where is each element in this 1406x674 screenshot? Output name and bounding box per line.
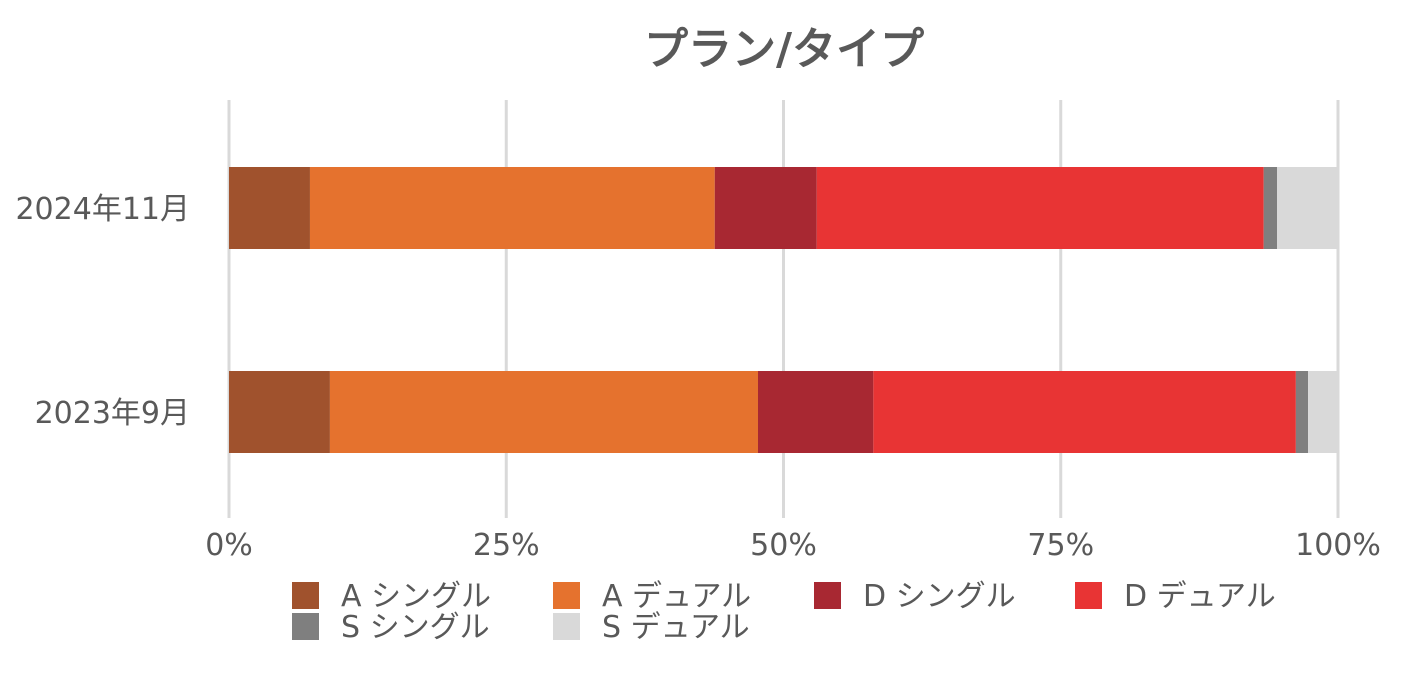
bar-segment — [1295, 371, 1309, 453]
legend-label: A シングル — [341, 579, 491, 614]
legend-swatch — [292, 613, 319, 640]
category-labels: 2024年11月 2023年9月 — [15, 192, 190, 431]
x-tick-label: 50% — [750, 528, 817, 563]
category-label: 2023年9月 — [35, 396, 190, 431]
x-tick-labels: 0% 25% 50% 75% 100% — [205, 528, 1381, 563]
bar-segment — [873, 371, 1296, 453]
bar-segment — [1277, 167, 1338, 249]
legend-swatch — [292, 582, 319, 609]
bar-segment — [816, 167, 1264, 249]
legend-label: S デュアル — [602, 610, 750, 645]
bar-segment — [757, 371, 874, 453]
bar-segment — [229, 371, 330, 453]
chart-title: プラン/タイプ — [644, 24, 924, 75]
legend-label: D デュアル — [1124, 579, 1276, 614]
bar-segment — [229, 167, 310, 249]
x-tick-label: 75% — [1027, 528, 1094, 563]
bar-segment — [329, 371, 758, 453]
legend-swatch — [553, 613, 580, 640]
bar-segment — [1263, 167, 1278, 249]
gridlines — [227, 100, 1340, 518]
legend-label: A デュアル — [602, 579, 751, 614]
legend: A シングル A デュアル D シングル D デュアル S シングル S デュアル — [292, 579, 1276, 645]
legend-label: S シングル — [341, 610, 490, 645]
x-tick-label: 100% — [1295, 528, 1381, 563]
bar-segment — [714, 167, 817, 249]
bars — [229, 167, 1338, 453]
x-tick-label: 25% — [473, 528, 540, 563]
legend-label: D シングル — [863, 579, 1016, 614]
legend-swatch — [814, 582, 841, 609]
bar-segment — [309, 167, 715, 249]
legend-swatch — [1075, 582, 1102, 609]
category-label: 2024年11月 — [15, 192, 190, 227]
legend-swatch — [553, 582, 580, 609]
bar-segment — [1308, 371, 1338, 453]
x-tick-label: 0% — [205, 528, 253, 563]
